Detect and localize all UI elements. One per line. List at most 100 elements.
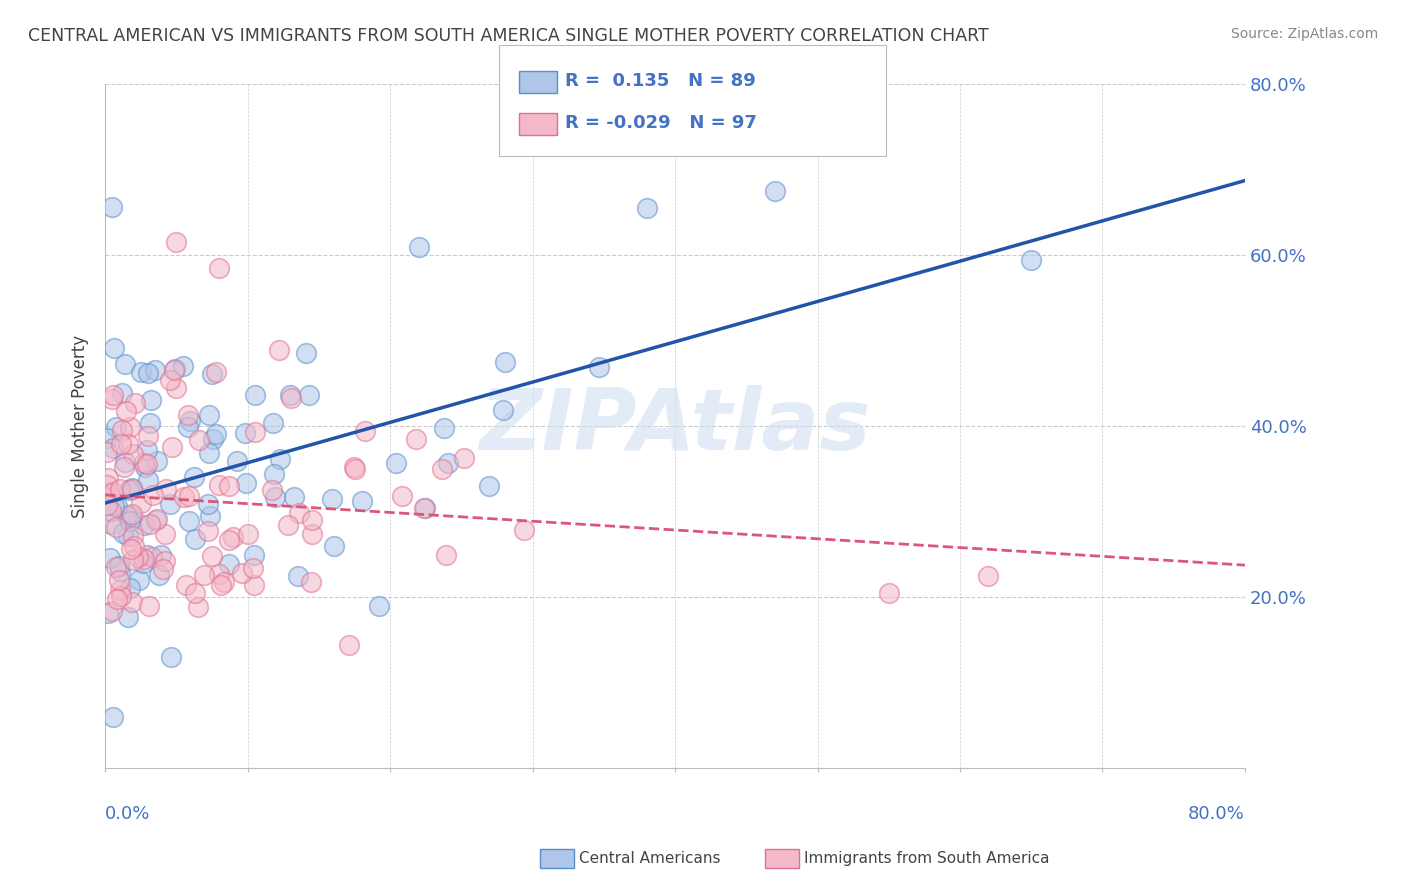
Point xyxy=(110,437,132,451)
Point xyxy=(139,392,162,407)
Point xyxy=(231,566,253,580)
Text: 80.0%: 80.0% xyxy=(1188,805,1244,823)
Point xyxy=(209,578,232,592)
Point xyxy=(201,549,224,563)
Point xyxy=(100,516,122,531)
Point xyxy=(183,470,205,484)
Point xyxy=(160,650,183,665)
Point xyxy=(262,483,284,497)
Point xyxy=(139,517,162,532)
Point xyxy=(218,557,240,571)
Point xyxy=(124,540,146,554)
Point xyxy=(201,367,224,381)
Point xyxy=(105,499,128,513)
Point xyxy=(343,460,366,475)
Point xyxy=(138,599,160,614)
Point xyxy=(301,526,323,541)
Point xyxy=(225,454,247,468)
Point xyxy=(121,595,143,609)
Point xyxy=(115,508,138,523)
Point xyxy=(120,514,142,528)
Point xyxy=(212,575,235,590)
Point xyxy=(430,461,453,475)
Point xyxy=(204,365,226,379)
Point xyxy=(412,500,434,515)
Point xyxy=(269,452,291,467)
Point xyxy=(152,562,174,576)
Point xyxy=(267,343,290,358)
Point xyxy=(134,552,156,566)
Point xyxy=(233,425,256,440)
Point xyxy=(172,359,194,373)
Point xyxy=(145,513,167,527)
Point xyxy=(121,482,143,496)
Point xyxy=(353,424,375,438)
Point xyxy=(108,573,131,587)
Point xyxy=(118,420,141,434)
Point xyxy=(280,392,302,406)
Point xyxy=(101,441,124,455)
Point xyxy=(142,488,165,502)
Point xyxy=(263,467,285,482)
Point xyxy=(101,200,124,214)
Point xyxy=(165,235,187,250)
Point xyxy=(323,540,346,554)
Point xyxy=(120,542,142,557)
Point xyxy=(434,549,457,563)
Point xyxy=(114,460,136,475)
Point xyxy=(208,478,231,492)
Point xyxy=(176,578,198,592)
Point xyxy=(121,482,143,496)
Point xyxy=(148,568,170,582)
Point xyxy=(277,517,299,532)
Point xyxy=(129,496,152,510)
Point xyxy=(179,414,201,428)
Point xyxy=(763,184,786,198)
Point xyxy=(135,443,157,458)
Point xyxy=(101,388,124,402)
Point xyxy=(141,550,163,565)
Point xyxy=(218,479,240,493)
Point xyxy=(117,483,139,498)
Point xyxy=(337,638,360,652)
Text: ZIPAtlas: ZIPAtlas xyxy=(479,384,870,467)
Point xyxy=(100,551,122,566)
Point xyxy=(478,478,501,492)
Point xyxy=(208,261,231,276)
Text: Source: ZipAtlas.com: Source: ZipAtlas.com xyxy=(1230,27,1378,41)
Point xyxy=(588,359,610,374)
Point xyxy=(136,366,159,380)
Point xyxy=(453,450,475,465)
Point xyxy=(101,392,124,406)
Point xyxy=(97,486,120,500)
Point xyxy=(1019,252,1042,267)
Point xyxy=(103,341,125,355)
Point xyxy=(242,561,264,575)
Point xyxy=(391,490,413,504)
Point xyxy=(193,568,215,582)
Point xyxy=(96,431,118,445)
Point xyxy=(111,423,134,437)
Point xyxy=(111,386,134,401)
Point xyxy=(108,564,131,578)
Point xyxy=(105,591,128,606)
Point xyxy=(159,373,181,387)
Point xyxy=(104,520,127,534)
Point xyxy=(101,710,124,724)
Point xyxy=(136,473,159,487)
Point xyxy=(492,403,515,417)
Point xyxy=(135,457,157,471)
Point xyxy=(344,462,367,476)
Point xyxy=(298,388,321,402)
Point xyxy=(122,447,145,461)
Point xyxy=(350,494,373,508)
Point xyxy=(134,517,156,532)
Point xyxy=(117,529,139,543)
Point xyxy=(163,362,186,376)
Point xyxy=(295,345,318,359)
Point xyxy=(877,585,900,599)
Point xyxy=(127,549,149,564)
Point xyxy=(146,454,169,468)
Point xyxy=(114,455,136,469)
Point xyxy=(96,445,118,459)
